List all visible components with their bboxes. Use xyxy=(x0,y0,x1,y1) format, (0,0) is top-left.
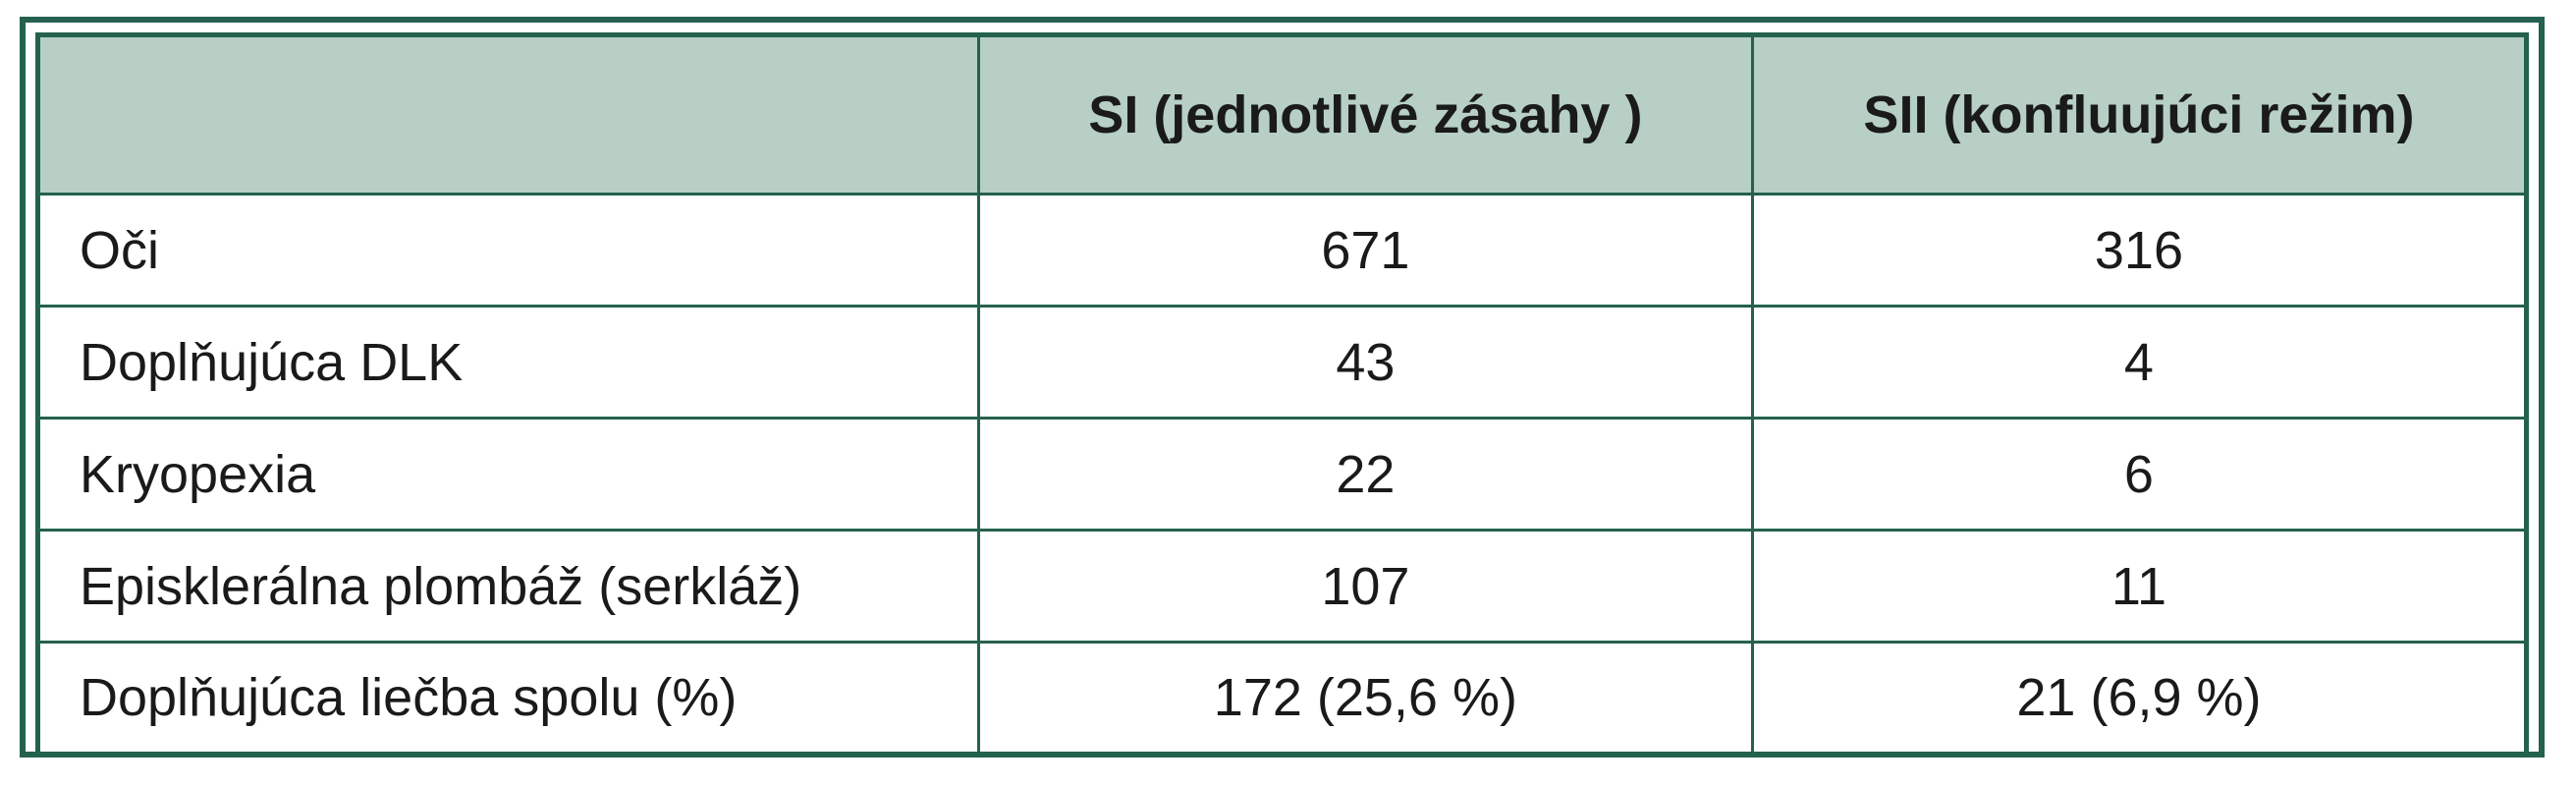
header-row: SI (jednotlivé zásahy ) SII (konfluujúci … xyxy=(36,33,2529,196)
table-body: Oči 671 316 Doplňujúca DLK 43 4 Kryopexia 22 6 Ep… xyxy=(36,193,2529,756)
table-cell: 6 xyxy=(1750,417,2529,532)
row-label: Kryopexia xyxy=(36,417,980,532)
table-row: Oči 671 316 xyxy=(36,193,2529,308)
column-header: SI (jednotlivé zásahy ) xyxy=(976,33,1754,196)
table-row: Doplňujúca DLK 43 4 xyxy=(36,305,2529,420)
table-cell: 22 xyxy=(976,417,1754,532)
table-row: Doplňujúca liečba spolu (%) 172 (25,6 %) 2… xyxy=(36,641,2529,756)
data-table: SI (jednotlivé zásahy ) SII (konfluujúci … xyxy=(35,32,2529,757)
row-label: Episklerálna plombáž (serkláž) xyxy=(36,529,980,644)
table-cell: 107 xyxy=(976,529,1754,644)
table-cell: 21 (6,9 %) xyxy=(1750,641,2529,756)
table-frame: SI (jednotlivé zásahy ) SII (konfluujúci … xyxy=(20,17,2545,758)
table-cell: 4 xyxy=(1750,305,2529,420)
table-cell: 172 (25,6 %) xyxy=(976,641,1754,756)
table-cell: 11 xyxy=(1750,529,2529,644)
row-label: Oči xyxy=(36,193,980,308)
table-cell: 316 xyxy=(1750,193,2529,308)
table-cell: 43 xyxy=(976,305,1754,420)
header-cell xyxy=(36,33,980,196)
table-row: Episklerálna plombáž (serkláž) 107 11 xyxy=(36,529,2529,644)
row-label: Doplňujúca DLK xyxy=(36,305,980,420)
column-header: SII (konfluujúci režim) xyxy=(1750,33,2529,196)
table-cell: 671 xyxy=(976,193,1754,308)
table-header: SI (jednotlivé zásahy ) SII (konfluujúci … xyxy=(36,33,2529,196)
table-row: Kryopexia 22 6 xyxy=(36,417,2529,532)
row-label: Doplňujúca liečba spolu (%) xyxy=(36,641,980,756)
